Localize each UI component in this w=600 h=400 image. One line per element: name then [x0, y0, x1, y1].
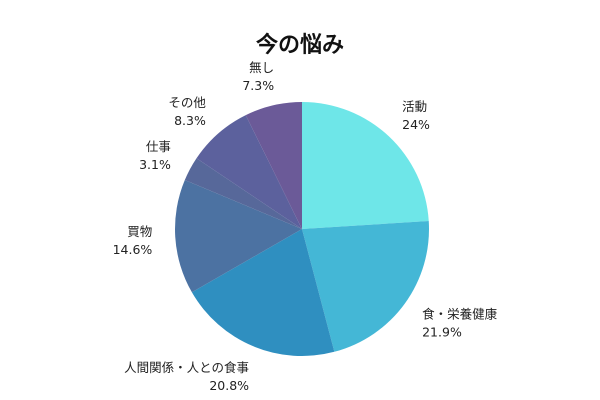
pie-slice: [245, 102, 302, 229]
pie-slice: [196, 115, 302, 229]
slice-label: 無し: [249, 60, 274, 75]
pie-slice: [302, 102, 429, 229]
pie-slice: [302, 221, 429, 352]
slice-value-label: 3.1%: [139, 157, 171, 172]
slice-value-label: 7.3%: [242, 78, 274, 93]
pie-slices: [175, 102, 429, 356]
slice-label: 食・栄養健康: [422, 306, 498, 321]
slice-label: 仕事: [146, 139, 171, 154]
slice-label: 人間関係・人との食事: [124, 360, 249, 375]
pie-slice: [184, 158, 302, 229]
chart-title: 今の悩み: [256, 32, 344, 58]
pie-slice: [175, 180, 302, 293]
slice-label: 活動: [402, 99, 427, 114]
slice-value-label: 24%: [402, 117, 430, 132]
pie-labels: 活動 24% 食・栄養健康 21.9% 人間関係・人との食事 20.8% 買物 14.6% 仕事…: [113, 60, 498, 393]
slice-label: その他: [168, 95, 206, 110]
slice-label: 買物: [127, 224, 152, 239]
slice-value-label: 14.6%: [113, 242, 153, 257]
slice-value-label: 8.3%: [174, 113, 206, 128]
pie-slice: [191, 229, 335, 356]
slice-value-label: 20.8%: [209, 378, 249, 393]
slice-value-label: 21.9%: [422, 324, 462, 339]
